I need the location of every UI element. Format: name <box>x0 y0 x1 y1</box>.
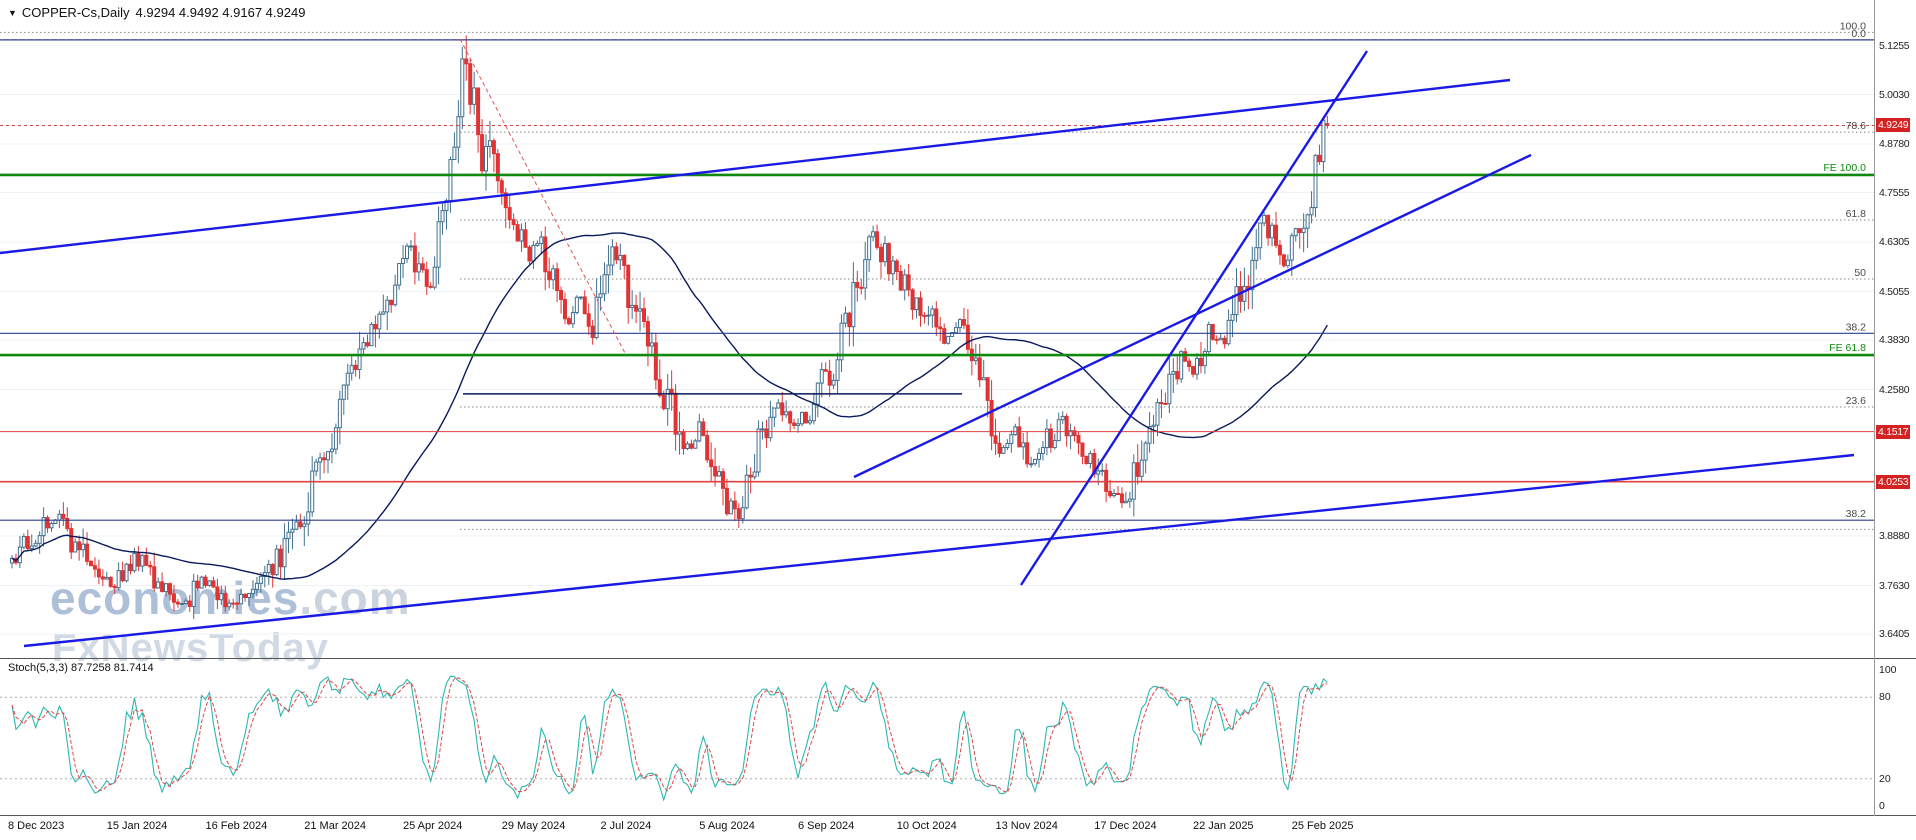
price-badge: 4.9249 <box>1876 118 1911 133</box>
price-badge: 4.0253 <box>1876 474 1911 489</box>
price-axis-label: 5.0030 <box>1879 88 1910 101</box>
fib-dotted-levels <box>0 31 1874 530</box>
trendline <box>853 153 1532 479</box>
fib-level-label: 100.0 <box>1840 20 1866 32</box>
gridlines <box>0 45 1874 635</box>
stochastic-panel-canvas[interactable] <box>0 660 1916 816</box>
chart-title-bar: ▼ COPPER-Cs,Daily 4.9294 4.9492 4.9167 4.9… <box>8 5 305 20</box>
fib-level-label: 78.6 <box>1846 120 1867 132</box>
fe-level-label: FE 100.0 <box>1823 162 1866 174</box>
stoch-signal-line <box>11 677 1328 794</box>
date-axis-label: 8 Dec 2023 <box>8 820 65 832</box>
trendline <box>0 78 1511 255</box>
stoch-axis-label: 0 <box>1879 800 1885 812</box>
date-axis-label: 25 Apr 2024 <box>403 820 463 832</box>
price-axis-label: 4.8780 <box>1879 138 1910 150</box>
price-axis-border <box>1874 0 1875 816</box>
trendlines[interactable] <box>0 50 1855 648</box>
fe-level-label: FE 61.8 <box>1829 342 1866 354</box>
date-axis-label: 29 May 2024 <box>501 820 566 832</box>
symbol-dropdown-icon[interactable]: ▼ <box>8 8 17 18</box>
fib-level-label: 38.2 <box>1846 321 1867 333</box>
moving-average-line <box>11 232 1328 580</box>
fib-level-label: 61.8 <box>1846 208 1867 220</box>
stoch-main-line <box>11 675 1328 802</box>
date-axis-label: 13 Nov 2024 <box>995 820 1058 832</box>
stoch-axis-label: 100 <box>1879 664 1897 676</box>
stoch-axis-label: 80 <box>1879 691 1891 704</box>
symbol-name: COPPER-Cs,Daily <box>21 5 130 20</box>
price-chart-canvas[interactable]: FE 100.0 FE 61.8 100.00.0 78.6 61.8 50 38.2 23.… <box>0 0 1916 660</box>
date-axis-label: 10 Oct 2024 <box>896 820 957 832</box>
price-axis-label: 4.6305 <box>1879 236 1910 249</box>
red-dashed-trendline[interactable] <box>459 38 627 356</box>
price-badge: 4.1517 <box>1876 424 1911 439</box>
fib-level-label: 38.2 <box>1846 508 1867 520</box>
indicator-label: Stoch(5,3,3) 87.7258 81.7414 <box>8 662 154 674</box>
price-axis-label: 5.1255 <box>1879 40 1910 52</box>
price-axis-label: 4.2580 <box>1879 383 1910 396</box>
trendline <box>23 453 1855 648</box>
panel-divider-top[interactable] <box>0 658 1916 659</box>
date-axis-label: 17 Dec 2024 <box>1094 820 1157 832</box>
trendline <box>1019 50 1369 586</box>
stoch-axis-label: 20 <box>1879 772 1891 785</box>
price-axis-label: 3.7630 <box>1879 579 1910 592</box>
ohlc-readout: 4.9294 4.9492 4.9167 4.9249 <box>135 5 306 20</box>
price-axis-label: 4.5055 <box>1879 285 1910 298</box>
date-axis-label: 5 Aug 2024 <box>699 820 755 832</box>
date-axis-label: 6 Sep 2024 <box>798 820 855 832</box>
date-axis-label: 15 Jan 2024 <box>106 820 168 832</box>
fib-level-label: 0.0 <box>1851 28 1866 40</box>
date-axis-label: 25 Feb 2025 <box>1291 820 1354 832</box>
fib-level-label: 23.6 <box>1846 395 1867 407</box>
candles <box>10 35 1330 620</box>
fib-expansion-levels[interactable]: FE 100.0 FE 61.8 <box>0 162 1874 357</box>
watermark-tagline: FxNewsToday <box>52 626 329 670</box>
fib-level-label: 50 <box>1854 267 1866 279</box>
price-axis-label: 4.3830 <box>1879 334 1910 347</box>
date-axis-label: 21 Mar 2024 <box>304 820 367 832</box>
panel-divider-bottom[interactable] <box>0 815 1916 816</box>
date-axis-label: 2 Jul 2024 <box>600 820 652 832</box>
date-axis-label: 22 Jan 2025 <box>1193 820 1254 832</box>
price-axis-label: 3.8880 <box>1879 530 1910 543</box>
fib-labels: 100.00.0 78.6 61.8 50 38.2 23.6 38.2 <box>1840 20 1866 520</box>
price-axis-label: 4.7555 <box>1879 186 1910 199</box>
fib-navy-levels <box>0 39 1874 521</box>
date-axis-label: 16 Feb 2024 <box>205 820 268 832</box>
price-axis-label: 3.6405 <box>1879 628 1910 641</box>
red-support-levels[interactable] <box>0 431 1874 483</box>
